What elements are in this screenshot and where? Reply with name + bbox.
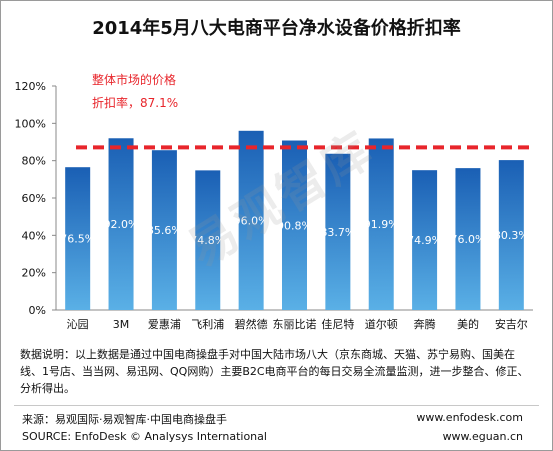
x-category-label: 爱惠浦 (148, 317, 181, 331)
bar (282, 140, 307, 310)
reference-label-line2: 折扣率，87.1% (92, 95, 178, 110)
bar-value-label: 83.7% (320, 226, 355, 239)
source-en: SOURCE: EnfoDesk © Analysys Internationa… (22, 430, 267, 443)
bar (325, 153, 351, 310)
bar (412, 170, 438, 310)
x-category-label: 沁园 (67, 318, 89, 331)
site-link-enfodesk[interactable]: www.enfodesk.com (416, 411, 523, 424)
x-category-label: 碧然德 (235, 317, 268, 331)
y-tick-label: 60% (22, 192, 46, 205)
bar (368, 138, 394, 310)
chart-title: 2014年5月八大电商平台净水设备价格折扣率 (92, 18, 461, 39)
bar-value-label: 92.0% (104, 218, 139, 231)
bar-value-label: 96.0% (234, 214, 269, 227)
y-tick-label: 100% (15, 117, 46, 130)
bar (65, 167, 91, 310)
y-tick-label: 20% (22, 267, 46, 280)
x-category-label: 3M (113, 318, 130, 331)
y-tick-label: 40% (22, 229, 46, 242)
bar-value-label: 76.0% (450, 233, 485, 246)
bar-value-label: 90.8% (277, 219, 312, 232)
y-tick-label: 80% (22, 155, 46, 168)
site-link-eguan[interactable]: www.eguan.cn (442, 430, 523, 443)
bar-value-label: 74.8% (190, 234, 225, 247)
bar-value-label: 74.9% (407, 234, 442, 247)
y-tick-label: 120% (15, 80, 46, 93)
footer-divider (14, 405, 539, 406)
x-category-label: 飞利浦 (191, 318, 224, 331)
bar (195, 170, 221, 310)
bar (455, 168, 481, 310)
bar (498, 160, 524, 310)
x-category-label: 美的 (457, 317, 479, 331)
bar (238, 130, 264, 310)
reference-label-line1: 整体市场的价格 (92, 72, 176, 87)
x-category-label: 佳尼特 (321, 317, 354, 331)
x-category-label: 东丽比诺 (273, 318, 317, 331)
bar-value-label: 91.9% (364, 218, 399, 231)
data-note: 数据说明：以上数据是通过中国电商操盘手对中国大陆市场八大（京东商城、天猫、苏宁易… (20, 348, 529, 395)
bar (108, 138, 134, 310)
x-category-label: 安吉尔 (495, 317, 528, 331)
bar-value-label: 76.5% (60, 233, 95, 246)
y-tick-label: 0% (29, 304, 46, 317)
bar (151, 150, 177, 310)
x-category-label: 道尔顿 (365, 317, 398, 331)
bar-value-label: 80.3% (494, 229, 529, 242)
bar-value-label: 85.6% (147, 224, 182, 237)
source-cn: 来源：易观国际·易观智库·中国电商操盘手 (22, 413, 227, 426)
x-category-label: 奔腾 (414, 317, 436, 331)
